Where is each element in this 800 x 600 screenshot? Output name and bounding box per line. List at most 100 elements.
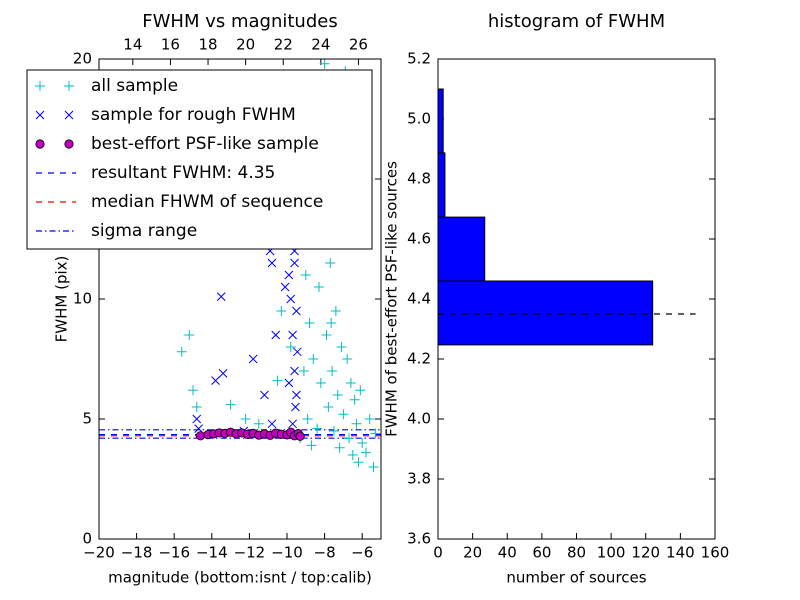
x2-tick-label: 14 xyxy=(123,36,142,54)
legend-label: all sample xyxy=(91,76,178,96)
point xyxy=(194,424,203,433)
x-tick-label: 0 xyxy=(433,544,443,562)
x-tick-label: 60 xyxy=(532,544,551,562)
point xyxy=(364,414,375,424)
point xyxy=(330,306,341,316)
point xyxy=(338,409,349,420)
point xyxy=(355,385,366,396)
y-tick-label: 4.8 xyxy=(407,170,431,188)
x-tick-label: 40 xyxy=(498,544,517,562)
point xyxy=(288,330,297,340)
legend-marker xyxy=(64,110,74,120)
y-tick-label: 0 xyxy=(82,530,92,548)
x-tick-label: −14 xyxy=(196,544,228,562)
x-tick-label: −12 xyxy=(234,544,266,562)
point xyxy=(292,347,302,357)
y-tick-label: 10 xyxy=(73,290,92,308)
x-tick-label: 20 xyxy=(463,544,482,562)
point xyxy=(300,270,311,280)
point xyxy=(290,366,299,376)
x-tick-label: −8 xyxy=(314,544,336,562)
point xyxy=(345,378,356,388)
x-tick-label: −20 xyxy=(83,544,115,562)
x2-tick-label: 18 xyxy=(198,36,217,54)
plot-frame xyxy=(437,58,716,540)
y-tick-label: 5.0 xyxy=(407,110,431,128)
bar xyxy=(438,88,444,154)
point xyxy=(329,426,339,436)
point xyxy=(285,342,296,352)
point xyxy=(284,378,294,388)
point xyxy=(272,375,283,386)
legend-label: sample for rough FWHM xyxy=(91,105,296,125)
legend-label: best-effort PSF-like sample xyxy=(91,134,319,154)
point xyxy=(312,423,323,434)
legend-label: resultant FWHM: 4.35 xyxy=(91,163,275,183)
y-axis-label: FWHM (pix) xyxy=(53,256,71,343)
point xyxy=(306,440,317,451)
point xyxy=(291,402,300,412)
y-tick-label: 4.4 xyxy=(407,290,431,308)
x-tick-label: 160 xyxy=(701,544,730,562)
y-tick-label: 3.8 xyxy=(407,470,431,488)
point xyxy=(188,385,198,396)
chart-title: FWHM vs magnitudes xyxy=(142,11,337,32)
chart: 0 20 40 60 80 100 120 140 160 3.6 3.8 4.0 4.2 4.4 4.6 4… xyxy=(383,11,730,587)
point xyxy=(368,462,379,472)
legend-box xyxy=(26,69,373,250)
legend-marker xyxy=(35,139,45,149)
x2-tick-label: 26 xyxy=(349,36,368,54)
point xyxy=(319,59,330,69)
point xyxy=(253,418,264,429)
point xyxy=(271,330,281,340)
point xyxy=(321,330,332,340)
point xyxy=(342,354,353,364)
x-axis-label: number of sources xyxy=(506,569,646,587)
legend-label: median FHWM of sequence xyxy=(91,192,323,212)
x-axis-label: magnitude (bottom:isnt / top:calib) xyxy=(108,569,372,587)
y-tick-label: 5 xyxy=(82,410,92,428)
legend: all sample sample for rough FWHM best-effo… xyxy=(26,69,373,250)
bar xyxy=(438,152,446,218)
point xyxy=(304,318,315,328)
point xyxy=(295,431,305,441)
point xyxy=(267,419,277,429)
point xyxy=(260,390,269,400)
point xyxy=(288,419,297,429)
point xyxy=(302,414,313,424)
x-tick-label: 120 xyxy=(631,544,660,562)
point xyxy=(326,318,337,328)
legend-marker xyxy=(64,139,74,149)
y-tick-label: 4.6 xyxy=(407,230,431,248)
legend-marker xyxy=(64,81,74,91)
point xyxy=(276,306,287,316)
point xyxy=(347,450,358,460)
plot-frame xyxy=(98,58,382,540)
legend-marker xyxy=(35,110,45,120)
y-tick-label: 20 xyxy=(73,50,92,68)
x-tick-label: −10 xyxy=(271,544,303,562)
point xyxy=(315,378,326,388)
x2-tick-label: 20 xyxy=(236,36,255,54)
y-axis-label: FWHM of best-effort PSF-like sources xyxy=(383,161,401,437)
y-tick-label: 3.6 xyxy=(407,530,431,548)
point xyxy=(325,258,336,268)
x-tick-label: 100 xyxy=(597,544,626,562)
point xyxy=(191,402,202,412)
point xyxy=(351,418,362,429)
point xyxy=(218,369,228,378)
point xyxy=(292,390,301,400)
y-tick-label: 5.2 xyxy=(407,50,431,68)
point xyxy=(292,306,301,316)
point xyxy=(353,457,364,468)
x2-tick-label: 16 xyxy=(161,36,180,54)
bar xyxy=(438,280,654,346)
point xyxy=(323,402,334,412)
y-tick-label: 4.2 xyxy=(407,350,431,368)
plot-area xyxy=(438,88,696,346)
point xyxy=(176,346,187,357)
point xyxy=(334,442,345,453)
point xyxy=(336,342,347,352)
point xyxy=(240,414,251,424)
point xyxy=(195,431,206,441)
